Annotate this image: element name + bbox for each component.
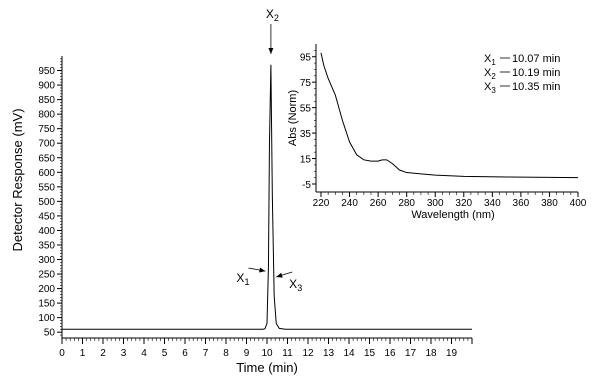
inset-x-tick-label: 320	[455, 198, 472, 209]
legend-entry-value: 10.35 min	[512, 81, 560, 93]
main-x-tick-label: 11	[282, 348, 293, 359]
peak-arrow-x1-head	[259, 267, 266, 273]
main-y-tick-label: 50	[44, 328, 56, 339]
main-y-tick-label: 750	[38, 124, 55, 135]
main-x-tick-label: 6	[182, 348, 188, 359]
main-x-tick-label: 14	[343, 348, 355, 359]
legend-entry-value: 10.19 min	[512, 67, 560, 79]
main-y-axis-label: Detector Response (mV)	[10, 108, 25, 251]
inset-x-tick-label: 240	[341, 198, 358, 209]
inset-y-tick-label: -5	[302, 180, 311, 191]
main-x-tick-label: 16	[384, 348, 396, 359]
main-y-tick-label: 250	[38, 270, 55, 281]
inset-y-tick-label: 75	[300, 78, 312, 89]
main-x-ticks: 0 1 2 3 4 5 6 7 8 9 10 11 12 13 14 15 16 17 18 19	[59, 338, 473, 359]
peak-arrow-x3-head	[276, 272, 283, 278]
peak-label-x2: X2	[266, 7, 279, 23]
main-x-axis-label: Time (min)	[236, 360, 298, 375]
main-y-tick-label: 350	[38, 240, 55, 251]
main-y-tick-label: 300	[38, 255, 55, 266]
main-y-tick-label: 500	[38, 197, 55, 208]
inset-x-tick-label: 220	[313, 198, 330, 209]
main-series-line	[62, 64, 472, 330]
main-x-tick-label: 19	[446, 348, 458, 359]
inset-x-axis-label: Wavelength (nm)	[411, 209, 494, 221]
main-y-tick-label: 950	[38, 66, 55, 77]
inset-x-tick-label: 360	[513, 198, 530, 209]
main-y-tick-label: 550	[38, 182, 55, 193]
legend-entry-value: 10.07 min	[512, 53, 560, 65]
inset-y-axis-label: Abs (Norm)	[287, 90, 299, 146]
inset-x-tick-label: 260	[370, 198, 387, 209]
inset-x-tick-label: 300	[427, 198, 444, 209]
main-y-tick-label: 800	[38, 110, 55, 121]
peak-label-x1: X1	[236, 271, 249, 287]
main-x-tick-label: 18	[425, 348, 437, 359]
main-x-tick-label: 9	[244, 348, 250, 359]
main-y-ticks: 50 100 150 200 250 300 350 400 450 500 550 600 650 70…	[38, 58, 62, 339]
main-x-tick-label: 7	[203, 348, 209, 359]
main-x-tick-label: 10	[261, 348, 273, 359]
legend: X1 10.07 min X2 10.19 min X3 10.35 min	[484, 53, 560, 95]
legend-entry-label: X1	[484, 53, 496, 67]
main-x-tick-label: 3	[121, 348, 127, 359]
inset-x-tick-label: 340	[484, 198, 501, 209]
main-y-tick-label: 650	[38, 153, 55, 164]
main-x-tick-label: 4	[141, 348, 147, 359]
legend-entry-label: X3	[484, 81, 496, 95]
main-y-tick-label: 200	[38, 284, 55, 295]
main-y-tick-label: 450	[38, 211, 55, 222]
main-x-tick-label: 17	[405, 348, 417, 359]
main-x-tick-label: 12	[302, 348, 314, 359]
main-x-tick-label: 0	[59, 348, 65, 359]
main-y-tick-label: 150	[38, 299, 55, 310]
main-y-tick-label: 700	[38, 139, 55, 150]
main-x-tick-label: 13	[323, 348, 335, 359]
inset-x-ticks: 220 240 260 280 300 320 340 360 380 400	[313, 192, 587, 209]
inset-x-tick-label: 380	[541, 198, 558, 209]
main-x-tick-label: 1	[80, 348, 86, 359]
main-y-tick-label: 850	[38, 95, 55, 106]
main-y-tick-label: 900	[38, 81, 55, 92]
inset-chart: -5 15 35 55 75 95 220 240 260 280 300 320 340 360 380…	[287, 44, 587, 221]
main-x-tick-label: 15	[364, 348, 376, 359]
inset-y-tick-label: 35	[300, 129, 312, 140]
inset-y-tick-label: 95	[300, 53, 312, 64]
legend-entry-label: X2	[484, 67, 496, 81]
inset-x-tick-label: 400	[570, 198, 587, 209]
main-y-tick-label: 400	[38, 226, 55, 237]
main-x-tick-label: 8	[223, 348, 229, 359]
inset-y-ticks: -5 15 35 55 75 95	[300, 50, 316, 191]
main-x-tick-label: 5	[162, 348, 168, 359]
main-chart: 5010015020025030035040045050055060065070…	[10, 7, 473, 375]
inset-series-line	[320, 52, 579, 179]
inset-y-tick-label: 15	[300, 155, 312, 166]
peak-arrow-x2-head	[268, 48, 274, 54]
inset-x-tick-label: 280	[398, 198, 415, 209]
main-y-tick-label: 100	[38, 313, 55, 324]
main-y-tick-label: 600	[38, 168, 55, 179]
inset-y-tick-label: 55	[300, 104, 312, 115]
peak-label-x3: X3	[289, 277, 302, 293]
main-x-tick-label: 2	[100, 348, 106, 359]
